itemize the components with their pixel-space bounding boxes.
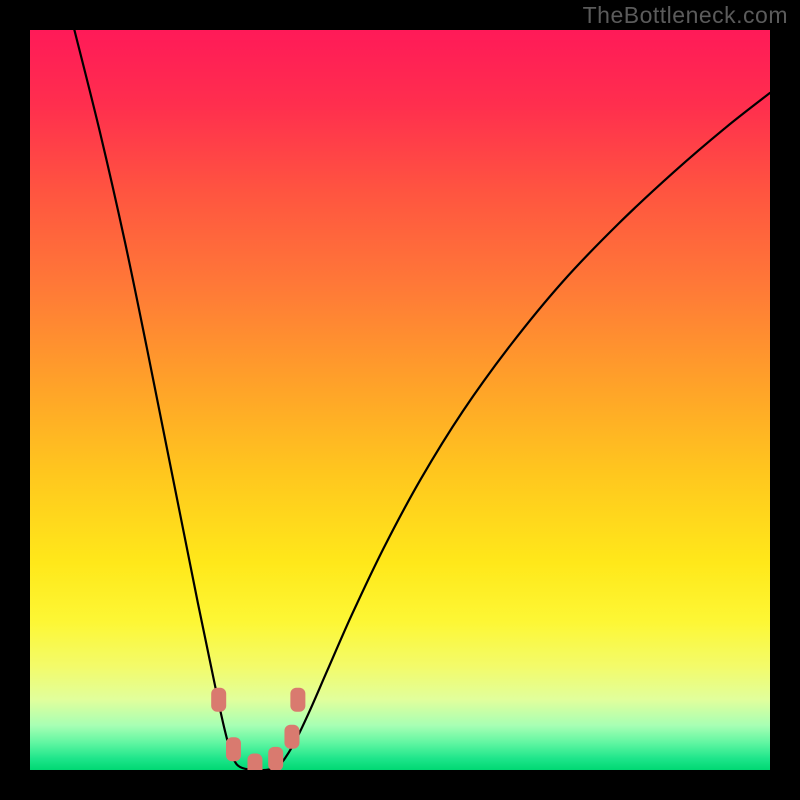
gradient-background	[30, 30, 770, 770]
data-marker	[268, 747, 283, 771]
watermark-text: TheBottleneck.com	[583, 2, 788, 29]
bottleneck-chart	[0, 0, 800, 800]
data-marker	[284, 725, 299, 749]
data-marker	[290, 688, 305, 712]
data-marker	[226, 737, 241, 761]
data-marker	[211, 688, 226, 712]
